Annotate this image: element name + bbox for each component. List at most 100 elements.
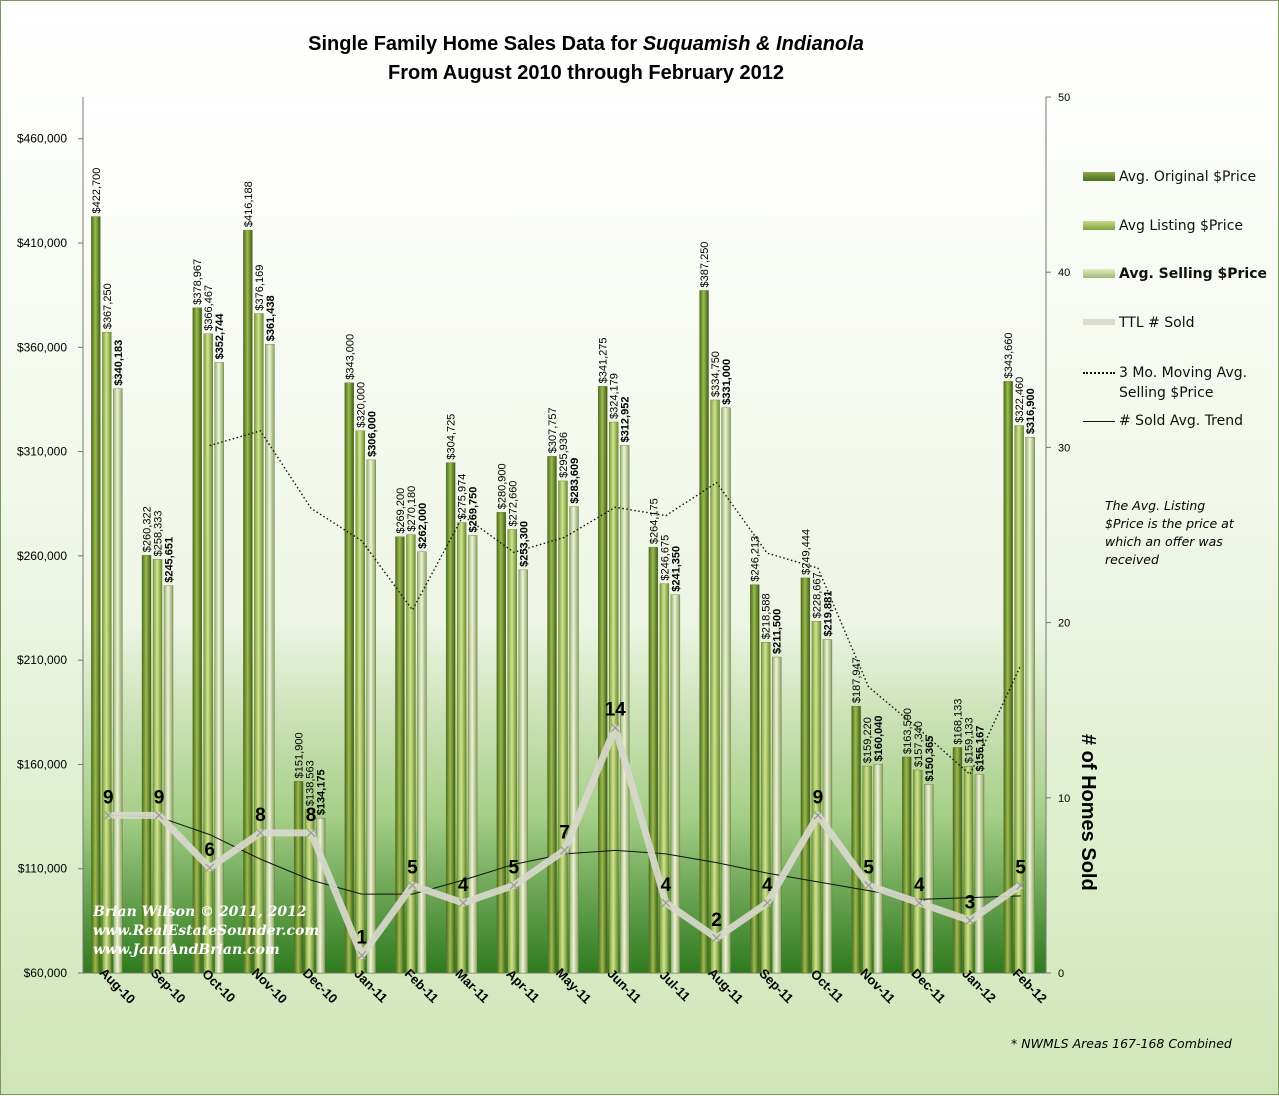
data-label-selling: $160,040: [873, 715, 885, 761]
data-label-listing: $367,250: [102, 283, 114, 329]
ttl-sold-marker: [560, 845, 569, 855]
data-label-selling: $352,744: [214, 313, 226, 360]
ttl-sold-marker: [509, 880, 519, 890]
bar-selling: [113, 388, 123, 974]
legend-label-listing: Avg Listing $Price: [1119, 218, 1244, 234]
data-label-selling: $269,750: [468, 487, 480, 533]
ttl-sold-marker: [103, 810, 113, 820]
title-prefix: Single Family Home Sales Data for: [308, 33, 643, 55]
ttl-sold-marker: [610, 723, 620, 733]
bar-listing: [710, 399, 720, 974]
legend-label-moving-avg: 3 Mo. Moving Avg. Selling $Price: [1119, 365, 1248, 401]
data-label-original: $304,725: [446, 414, 458, 460]
data-label-listing: $322,460: [1014, 377, 1026, 423]
data-label-selling: $211,500: [772, 609, 784, 654]
data-label-selling: $283,609: [569, 458, 581, 504]
ttl-sold-marker: [762, 898, 772, 908]
bar-listing: [102, 331, 112, 974]
y-tick-label: $410,000: [17, 236, 67, 250]
ttl-sold-label: 1: [356, 927, 367, 948]
y-tick-label: $310,000: [17, 445, 67, 459]
bar-listing: [558, 480, 568, 974]
data-label-original: $378,967: [192, 259, 204, 305]
y2-tick-label: 20: [1058, 618, 1070, 630]
data-label-listing: $324,179: [609, 373, 621, 419]
bar-selling: [772, 656, 782, 974]
data-label-selling: $361,438: [265, 295, 277, 341]
ttl-sold-label: 5: [509, 857, 520, 878]
data-label-listing: $376,169: [254, 265, 266, 311]
ttl-sold-marker: [255, 828, 265, 838]
chart-title-line1: Single Family Home Sales Data for Suquam…: [1, 33, 1171, 56]
data-label-original: $260,322: [142, 506, 154, 552]
bar-original: [395, 536, 405, 974]
ttl-sold-marker: [205, 863, 215, 873]
data-label-selling: $155,167: [974, 726, 986, 772]
data-label-listing: $258,333: [153, 510, 165, 556]
ttl-sold-label: 14: [605, 700, 627, 721]
data-label-listing: $159,220: [862, 717, 874, 763]
bar-selling: [873, 764, 883, 974]
bar-selling: [822, 639, 833, 974]
bar-original: [192, 307, 202, 974]
bar-selling: [721, 407, 731, 974]
ttl-sold-label: 5: [407, 857, 418, 878]
data-label-listing: $272,660: [507, 481, 519, 527]
data-label-original: $280,900: [496, 463, 508, 509]
bar-selling: [670, 594, 681, 974]
ttl-sold-marker: [712, 933, 721, 943]
listing-price-note: The Avg. Listing $Price is the price at …: [1105, 498, 1234, 567]
data-label-selling: $219,881: [822, 591, 834, 637]
bar-listing: [913, 769, 923, 974]
bar-selling: [163, 585, 174, 974]
data-label-listing: $159,133: [963, 717, 975, 763]
data-label-original: $269,200: [395, 488, 407, 534]
legend-label-ttl-sold: TTL # Sold: [1119, 315, 1195, 331]
bar-original: [496, 512, 507, 974]
moving-avg-line: [209, 430, 1022, 776]
chart-title-line2: From August 2010 through February 2012: [387, 62, 784, 84]
y2-tick-label: 10: [1058, 793, 1070, 805]
bar-listing: [1014, 425, 1024, 974]
y-tick-label: $60,000: [24, 966, 68, 980]
y-tick-label: $110,000: [18, 862, 67, 876]
ttl-sold-label: 8: [255, 805, 266, 826]
ttl-sold-marker: [965, 916, 975, 925]
ttl-sold-marker: [408, 880, 417, 890]
ttl-sold-marker: [306, 828, 316, 838]
credit-author: Brian Wilson © 2011, 2012: [93, 904, 307, 920]
data-label-listing: $246,675: [659, 535, 671, 581]
y-tick-label: $160,000: [17, 757, 67, 771]
credit-site-1: www.RealEstateSounder.com: [93, 923, 320, 939]
bar-listing: [355, 430, 365, 974]
bar-listing: [761, 642, 771, 974]
data-label-selling: $245,651: [164, 537, 176, 583]
ttl-sold-label: 9: [813, 787, 824, 808]
bar-original: [750, 584, 760, 974]
data-label-selling: $262,000: [417, 503, 429, 549]
data-label-original: $187,947: [851, 657, 863, 703]
bar-selling: [467, 535, 478, 974]
data-label-original: $264,175: [648, 498, 660, 544]
ttl-sold-label: 4: [458, 875, 469, 896]
y-tick-label: $260,000: [17, 549, 67, 563]
ttl-sold-marker: [864, 880, 874, 890]
ttl-sold-label: 7: [559, 822, 570, 843]
bar-listing: [862, 765, 872, 974]
bar-listing: [456, 522, 467, 974]
ttl-sold-marker: [813, 810, 823, 820]
data-label-listing: $320,000: [355, 382, 367, 428]
bar-original: [597, 386, 608, 974]
data-label-selling: $253,300: [518, 521, 530, 567]
data-label-selling: $134,175: [316, 769, 328, 815]
bar-selling: [366, 459, 376, 974]
ttl-sold-marker: [458, 898, 468, 908]
bar-original: [547, 456, 557, 974]
ttl-sold-label: 2: [711, 910, 722, 931]
data-label-original: $168,133: [952, 699, 964, 745]
data-label-selling: $306,000: [366, 411, 378, 457]
bar-listing: [608, 421, 619, 974]
ttl-sold-marker: [661, 898, 671, 908]
bar-original: [800, 577, 811, 974]
